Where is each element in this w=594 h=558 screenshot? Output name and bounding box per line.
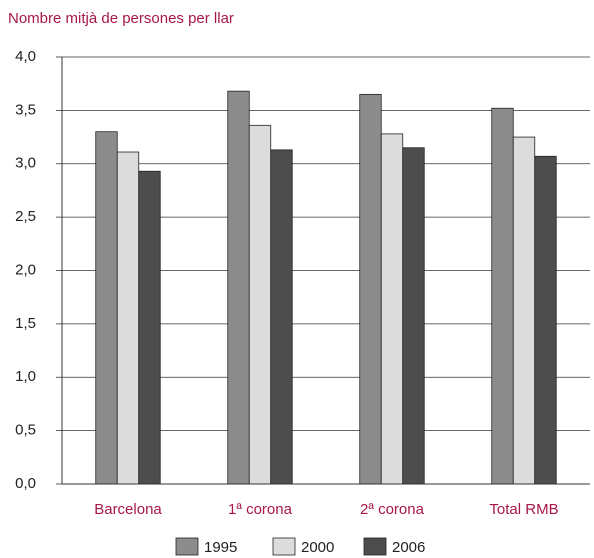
y-tick-label: 1,0 (15, 368, 36, 385)
y-tick-label: 3,0 (15, 155, 36, 172)
bar (95, 131, 118, 485)
x-tick-label: Total RMB (489, 501, 558, 518)
legend-swatch (363, 537, 387, 556)
bar (138, 170, 161, 485)
bar (270, 149, 293, 485)
bar (227, 90, 250, 485)
x-tick-label: 2ª corona (360, 501, 425, 518)
y-tick-label: 3,5 (15, 101, 36, 118)
y-tick-label: 2,0 (15, 261, 36, 278)
chart-title: Nombre mitjà de persones per llar (8, 10, 234, 27)
bar (116, 151, 140, 485)
bar (380, 133, 404, 485)
bar (402, 147, 425, 485)
y-tick-label: 0,0 (15, 475, 36, 492)
y-tick-label: 2,5 (15, 208, 36, 225)
y-tick-label: 4,0 (15, 48, 36, 65)
x-tick-label: 1ª corona (228, 501, 293, 518)
legend-label: 2000 (301, 539, 334, 556)
bar (359, 93, 382, 485)
legend-swatch (175, 537, 199, 556)
bar (512, 136, 536, 485)
y-tick-label: 1,5 (15, 315, 36, 332)
bar (491, 107, 514, 485)
legend-label: 2006 (392, 539, 425, 556)
bar (534, 155, 557, 485)
legend-label: 1995 (204, 539, 237, 556)
x-tick-label: Barcelona (94, 501, 162, 518)
y-tick-label: 0,5 (15, 422, 36, 439)
bar (248, 124, 272, 485)
legend-swatch (272, 537, 296, 556)
